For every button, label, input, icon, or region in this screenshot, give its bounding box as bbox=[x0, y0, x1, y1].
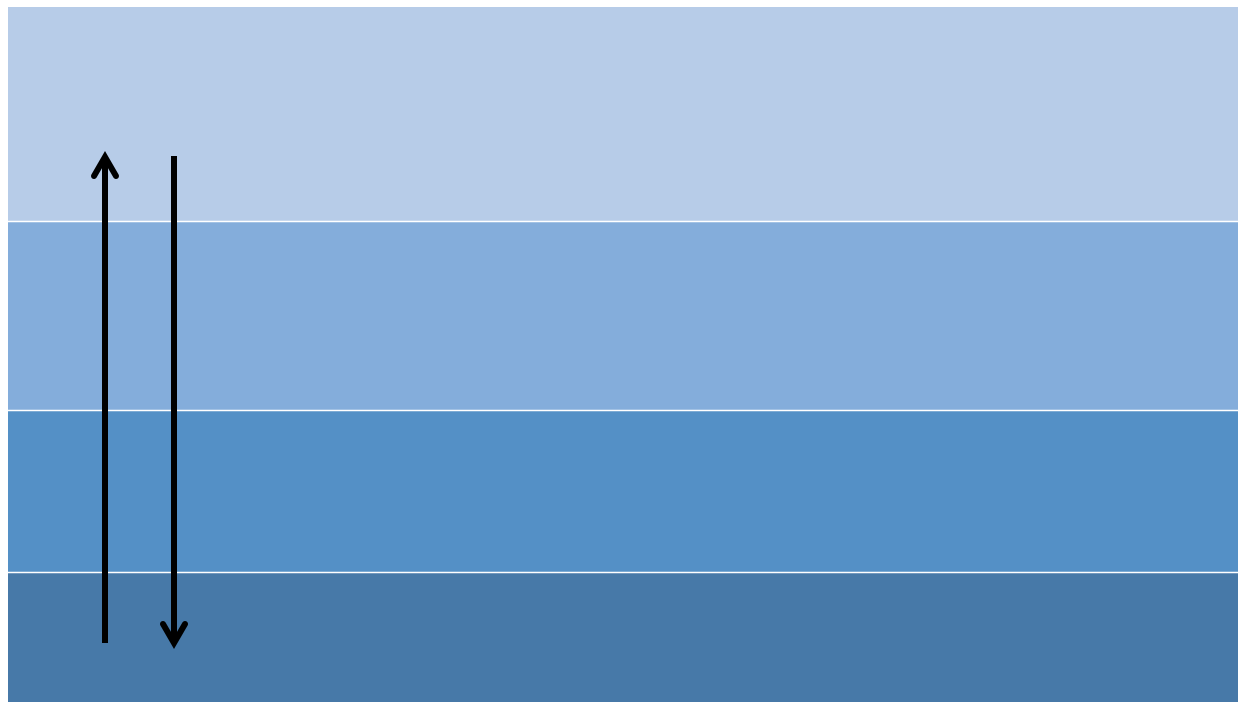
layer-band bbox=[8, 411, 1238, 572]
arrow-up bbox=[91, 151, 119, 643]
arrow-down bbox=[160, 156, 188, 649]
layer-band bbox=[8, 573, 1238, 702]
arrow-head bbox=[160, 621, 188, 649]
arrow-head bbox=[91, 151, 119, 179]
layer-band bbox=[8, 222, 1238, 410]
layer-band bbox=[8, 7, 1238, 221]
